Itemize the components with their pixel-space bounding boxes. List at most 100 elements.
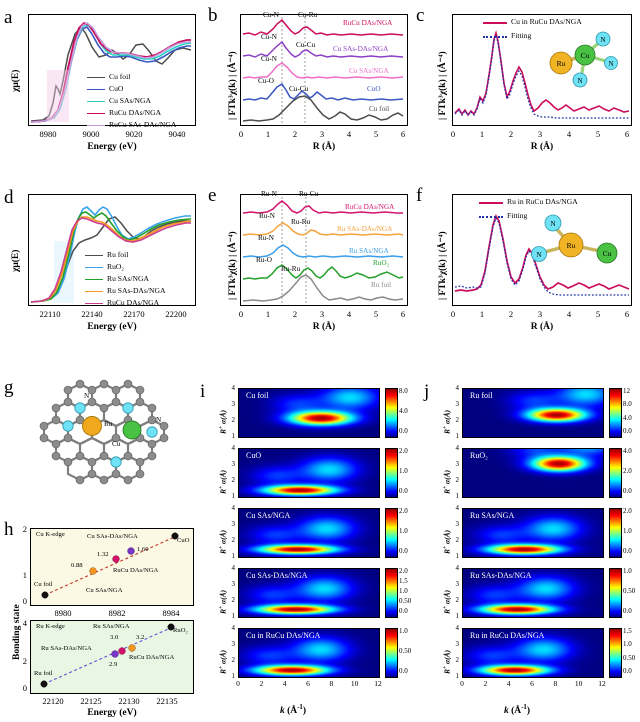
wt-colorbar-tick: 0.0: [623, 607, 632, 615]
wt-colorbar-tick: 4.0: [623, 413, 632, 422]
panel-a-letter: a: [4, 7, 13, 28]
wt-xtick: 8: [329, 679, 334, 688]
panel-j-xlabel-text: k (Å-1): [503, 704, 531, 717]
wt-ytick: 2: [455, 656, 460, 664]
wt-colorbar-tick: 0.0: [623, 427, 632, 435]
panel-e-trace-label-0: RuCu DAs/NGA: [345, 203, 395, 211]
panel-f-xtick-6: 6: [624, 309, 630, 319]
wt-colorbar-tick: 2.0: [623, 467, 632, 475]
panel-d-legend-line-1: [85, 267, 103, 268]
wt-ytick: 3: [231, 400, 236, 408]
panel-h-top-edge-label: Cu K-edge: [36, 531, 65, 538]
panel-a-xtick-3: 9040: [168, 129, 186, 139]
wt-colorbar: [385, 628, 398, 678]
wt-colorbar-tick: 0.50: [399, 647, 412, 655]
panel-c-inset-molecule: Ru Cu N N N: [549, 31, 618, 88]
panel-f-xtick-2: 2: [508, 309, 514, 319]
panel-h-bottom-ytick-2: 4: [22, 618, 27, 628]
wt-ytick: 2: [231, 656, 236, 664]
wt-xtick: 6: [530, 679, 534, 688]
panel-e-peak-label-4: Ru-N: [258, 234, 274, 242]
wt-ytick: 3: [455, 640, 460, 648]
panel-a-xlabel: Energy (eV): [87, 142, 137, 152]
wt-ytick: 2: [455, 536, 460, 544]
wt-colorbar-tick: 0.0: [399, 547, 408, 555]
panel-e-peak-label-5: Ru-O: [256, 256, 272, 264]
graphene-lattice: [39, 379, 169, 485]
panel-e-peak-label-6: Ru-Ru: [281, 265, 301, 273]
panel-a-legend-label-4: RuCu SAs-DAs/NGA: [109, 120, 177, 129]
panel-d-legend-line-2: [85, 279, 103, 280]
panel-d-xtick-0: 22110: [39, 309, 61, 319]
panel-g-structure: N Ru Cu N: [22, 368, 192, 490]
panel-e-peak-label-2: Ru-N: [259, 212, 275, 220]
panel-i-xlabel-text: k (Å-1): [279, 704, 307, 717]
panel-h-letter: h: [4, 519, 14, 540]
wt-ytick: 2: [231, 416, 236, 424]
wt-map-title: Ru in RuCu DAs/NGA: [470, 631, 545, 640]
wt-colorbar-tick: 2.0: [399, 447, 408, 455]
panel-b-peak-label-4: Cu-N: [261, 55, 277, 63]
wt-ylabel: R+ α(Å): [218, 529, 228, 554]
carbon-atoms: [39, 379, 169, 485]
panel-d-xtick-3: 22200: [165, 309, 187, 319]
wt-xtick: 0: [236, 679, 240, 688]
wt-ytick: 2: [231, 536, 236, 544]
panel-f-letter: f: [416, 185, 423, 206]
wt-ytick: 1: [455, 672, 460, 680]
panel-f-legend-line-0: [479, 202, 503, 204]
panel-b-curves: [242, 17, 404, 123]
panel-j-letter: j: [424, 381, 430, 402]
panel-b-trace-label-4: Cu foil: [369, 105, 390, 113]
wt-colorbar-tick: 0.0: [623, 667, 632, 675]
panel-b-xtick-6: 6: [400, 129, 406, 139]
panel-h-top-value-1: 0.88: [71, 562, 83, 569]
panel-c-xlabel: R (Å): [530, 142, 554, 152]
wt-ytick: 3: [231, 520, 236, 528]
wt-xtick: 8: [553, 679, 558, 688]
panel-h-bottom-point-label-3: RuCu DAs/NGA: [129, 654, 175, 661]
wt-heatmap: [462, 448, 604, 498]
panel-e-peak-label-1: Ru-Cu: [299, 190, 319, 198]
panel-a-legend-label-0: Cu foil: [109, 72, 131, 81]
wt-ytick: 1: [455, 492, 460, 500]
wt-ylabel: R+ α(Å): [442, 529, 452, 554]
svg-text:Cu: Cu: [581, 51, 590, 60]
panel-b-xtick-1: 1: [265, 129, 271, 139]
panel-f-legend-line-1: [479, 216, 503, 218]
wt-ytick: 3: [455, 520, 460, 528]
wt-ytick: 3: [455, 400, 460, 408]
wt-heatmap: [238, 448, 380, 498]
panel-b-ylabel: | FTk³χ(k) | (Å⁻⁴): [228, 51, 238, 120]
wt-heatmap: [238, 628, 380, 678]
panel-f-xtick-5: 5: [595, 309, 601, 319]
panel-i-letter: i: [200, 381, 206, 402]
panel-a-xtick-0: 8980: [39, 129, 57, 139]
wt-map-title: Ru SAs-DAs/NGA: [470, 571, 532, 580]
panel-e-ylabel: | FTk³χ(k) | (Å⁻⁴): [228, 231, 238, 300]
wt-map-title: RuO₂: [470, 451, 488, 460]
wt-map-title: Ru SAs/NGA: [470, 511, 515, 520]
wt-ylabel: R+ α(Å): [218, 589, 228, 614]
wt-colorbar-tick: 4.0: [399, 407, 408, 415]
panel-b-trace-label-3: CuO: [367, 85, 381, 93]
panel-b-trace-label-2: Cu SAs/NGA: [349, 67, 389, 75]
panel-h-top-point-label-4: CuO: [177, 537, 190, 544]
wt-colorbar: [609, 628, 622, 678]
panel-b-peak-label-6: Cu-Cu: [289, 85, 309, 93]
wt-map-title: Cu foil: [246, 391, 269, 400]
wt-ytick: 4: [231, 564, 236, 572]
wt-colorbar-tick: 12: [623, 387, 630, 395]
nitrogen-atoms: [62, 402, 158, 468]
panel-c-curves: Ru Cu N N N: [454, 30, 630, 119]
wt-heatmap: [462, 568, 604, 618]
panel-h-bottom-edge-label: Ru K-edge: [36, 623, 65, 630]
panel-h-top-point-label-2: RuCu DAs/NGA: [113, 567, 159, 574]
panel-e-trace-label-3: RuO₂: [373, 259, 390, 267]
panel-h-bottom-ytick-1: 2: [22, 656, 27, 666]
panel-h-top-ytick-2: 2: [22, 524, 27, 534]
panel-e-xtick-3: 3: [319, 309, 325, 319]
panel-h-bottom-ytick-0: 0: [22, 683, 27, 693]
panel-c-plot: Ru Cu N N N Cu in RuCu DAs/NGA Fitting: [452, 14, 632, 126]
panel-f-xlabel: R (Å): [530, 322, 554, 332]
